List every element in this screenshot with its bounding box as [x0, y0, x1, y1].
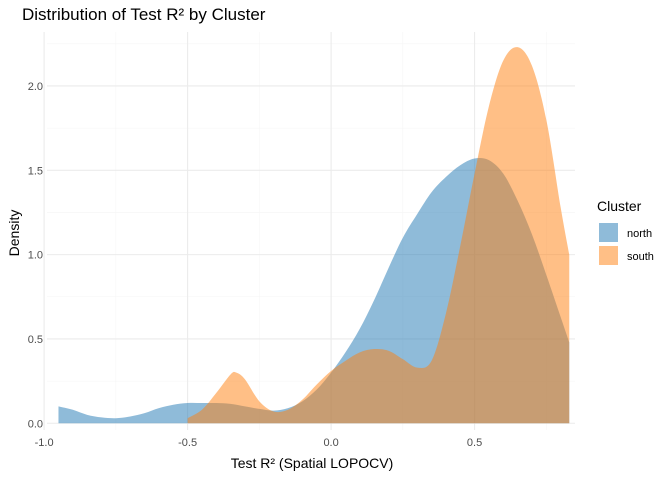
x-axis-title: Test R² (Spatial LOPOCV) — [231, 455, 394, 471]
x-tick-label: 0.5 — [467, 437, 482, 449]
y-axis-title: Density — [6, 210, 22, 257]
x-tick-label: -1.0 — [35, 437, 54, 449]
y-tick-label: 0.0 — [28, 418, 43, 430]
chart-title: Distribution of Test R² by Cluster — [22, 5, 266, 24]
legend-swatch-north — [599, 223, 618, 242]
y-tick-label: 1.5 — [28, 165, 43, 177]
y-tick-label: 0.5 — [28, 334, 43, 346]
density-areas — [58, 47, 570, 424]
x-tick-label: -0.5 — [178, 437, 197, 449]
x-tick-label: 0.0 — [323, 437, 338, 449]
legend-label-south: south — [627, 251, 654, 263]
legend: Cluster north south — [597, 198, 654, 266]
x-axis-ticks: -1.0 -0.5 0.0 0.5 — [35, 437, 483, 449]
legend-title: Cluster — [597, 198, 642, 214]
y-tick-label: 2.0 — [28, 81, 43, 93]
y-tick-label: 1.0 — [28, 250, 43, 262]
density-area-south — [187, 47, 570, 424]
legend-swatch-south — [599, 246, 618, 265]
legend-items: north south — [598, 222, 654, 266]
legend-label-north: north — [627, 228, 652, 240]
y-axis-ticks: 0.0 0.5 1.0 1.5 2.0 — [28, 81, 43, 430]
